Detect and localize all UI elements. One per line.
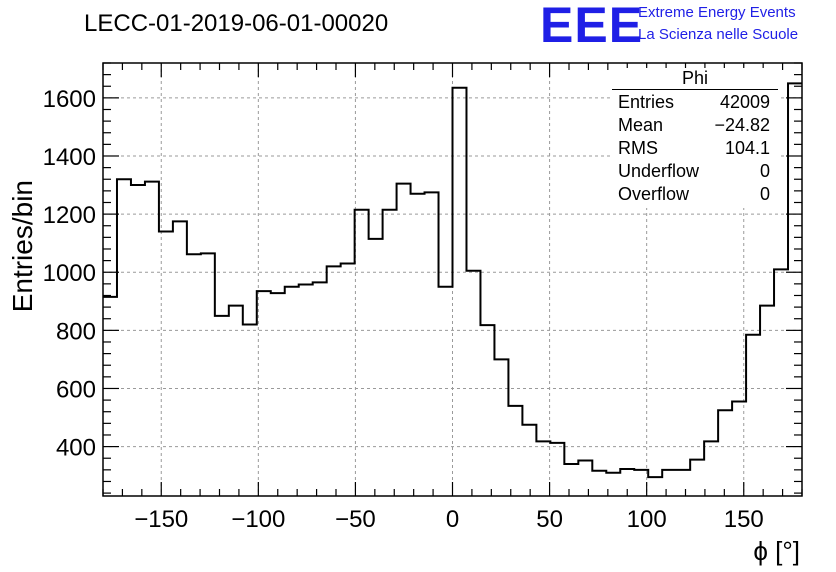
stats-value: 42009 <box>719 92 770 112</box>
stats-row-entries: Entries 42009 <box>618 92 770 114</box>
stats-label: RMS <box>618 138 658 158</box>
axis-ticks <box>102 62 803 496</box>
stats-label: Underflow <box>618 161 700 181</box>
x-tick-label: 50 <box>536 506 563 533</box>
x-tick-labels: −150 −100 −50 0 50 100 150 <box>134 506 764 533</box>
y-tick-labels: 400 600 800 1000 1200 1400 1600 <box>43 86 96 462</box>
stats-label: Overflow <box>618 184 690 204</box>
stats-value: 0 <box>759 184 770 204</box>
stats-value: −24.82 <box>714 115 770 135</box>
x-tick-label: −100 <box>231 506 285 533</box>
stats-box: Phi Entries 42009 Mean −24.82 RMS 104.1 … <box>612 68 778 208</box>
stats-label: Entries <box>618 92 675 112</box>
y-tick-label: 1000 <box>43 260 96 287</box>
y-tick-label: 800 <box>56 318 96 345</box>
y-tick-label: 1400 <box>43 144 96 171</box>
stats-row-mean: Mean −24.82 <box>618 115 770 137</box>
x-tick-label: 100 <box>627 506 667 533</box>
histogram-line <box>103 82 802 479</box>
x-tick-label: −50 <box>335 506 376 533</box>
stats-value: 104.1 <box>724 138 770 158</box>
eee-logo-mark: EEE <box>540 0 644 53</box>
y-tick-label: 1600 <box>43 86 96 113</box>
eee-logo: EEE Extreme Energy Events La Scienza nel… <box>540 0 830 53</box>
y-tick-label: 600 <box>56 376 96 403</box>
chart-title: LECC-01-2019-06-01-00020 <box>84 10 389 37</box>
x-tick-label: 150 <box>724 506 764 533</box>
stats-row-rms: RMS 104.1 <box>618 138 770 160</box>
stats-value: 0 <box>759 161 770 181</box>
x-axis-label: ϕ [°] <box>753 536 800 566</box>
stats-row-underflow: Underflow 0 <box>618 161 770 183</box>
y-tick-label: 1200 <box>43 202 96 229</box>
y-tick-label: 400 <box>56 435 96 462</box>
x-tick-label: −150 <box>134 506 188 533</box>
y-axis-label: Entries/bin <box>7 180 38 312</box>
stats-title: Phi <box>681 68 708 88</box>
stats-row-overflow: Overflow 0 <box>618 184 770 206</box>
stats-label: Mean <box>618 115 664 135</box>
x-tick-label: 0 <box>446 506 459 533</box>
logo-subtitle-1: Extreme Energy Events <box>638 4 796 21</box>
logo-subtitle-2: La Scienza nelle Scuole <box>638 26 799 43</box>
stats-divider <box>612 89 778 90</box>
